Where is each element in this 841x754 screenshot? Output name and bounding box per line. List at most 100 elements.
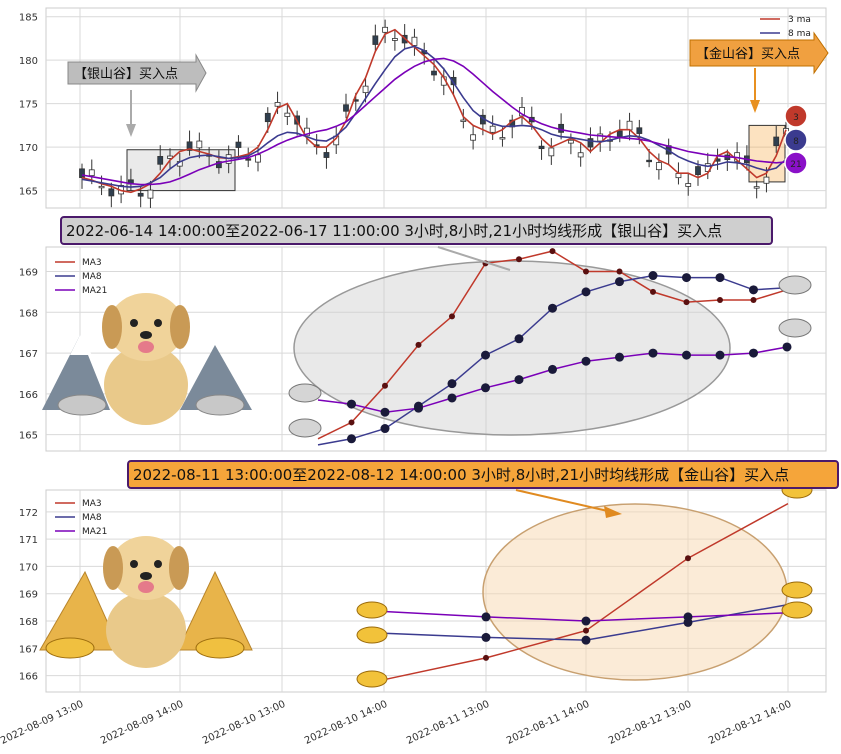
- candle-body: [147, 189, 154, 199]
- dog-body: [106, 592, 186, 668]
- gold-ingot-icon: [356, 670, 388, 688]
- top-legend-label: 8 ma: [788, 29, 811, 39]
- mountain-shape: [180, 345, 252, 410]
- mid-point-MA21: [380, 407, 390, 417]
- mid-point-MA8: [682, 273, 691, 283]
- candle-body: [695, 166, 701, 176]
- silver-ingot-icon: [778, 275, 812, 295]
- mid-point-MA21: [447, 393, 457, 403]
- bot-banner-pointer: [515, 489, 613, 513]
- ma-badge-label: 8: [793, 137, 799, 147]
- candle-body: [137, 192, 144, 197]
- candle-body: [196, 140, 203, 149]
- bot-x-tick: 2022-08-11 13:00: [405, 699, 491, 747]
- candle-body: [460, 119, 467, 122]
- candle-body: [343, 104, 349, 112]
- mid-point-MA3: [717, 297, 723, 304]
- mid-point-MA21: [782, 342, 792, 352]
- candle-body: [577, 152, 584, 158]
- mid-point-MA21: [414, 403, 423, 413]
- candle-body: [450, 76, 457, 86]
- candle-body: [558, 123, 565, 133]
- mid-point-MA3: [650, 288, 656, 295]
- candle-body: [372, 35, 379, 45]
- dog-head: [108, 293, 184, 361]
- candle-body: [685, 183, 692, 187]
- candle-body: [235, 141, 242, 148]
- mid-y-tick: 169: [19, 267, 38, 278]
- candle-body: [538, 145, 545, 150]
- candle-body: [284, 112, 291, 117]
- candle-body: [382, 26, 389, 33]
- bot-banner-box: [127, 460, 839, 489]
- silver-tag-arrow: [67, 53, 207, 93]
- dog-nose: [140, 572, 152, 580]
- bot-x-tick: 2022-08-10 13:00: [201, 699, 287, 747]
- gold-ingot-icon: [356, 601, 388, 619]
- candle-body: [636, 127, 643, 134]
- top-legend-label: 3 ma: [788, 15, 811, 25]
- candle-body: [626, 120, 633, 131]
- candle-body: [773, 136, 780, 147]
- candle-body: [646, 159, 653, 163]
- snow-cap: [70, 335, 92, 355]
- bot-point-MA3: [483, 654, 489, 661]
- dog-illustration: [42, 293, 252, 425]
- silver-highlight-ellipse: [293, 260, 731, 436]
- dog-body: [104, 345, 188, 425]
- mid-point-MA21: [548, 364, 557, 374]
- dog-ear: [169, 546, 189, 590]
- candle-body: [655, 162, 662, 171]
- dog-tongue: [138, 341, 154, 353]
- mid-point-MA8: [447, 379, 457, 389]
- dog-eye: [154, 319, 162, 327]
- gold-tag-arrow: [689, 31, 829, 75]
- candle-body: [548, 147, 555, 157]
- top-y-tick: 185: [19, 13, 38, 24]
- candle-body: [675, 173, 682, 179]
- mid-point-MA21: [715, 350, 725, 360]
- silver-valley-chart: 165 166 167 168 169 2022-06-14 14:00:00至2022-…: [19, 216, 827, 452]
- candle-body: [431, 70, 437, 76]
- top-line-8-ma: [81, 45, 787, 188]
- mid-point-MA21: [749, 348, 758, 358]
- bot-x-tick: 2022-08-11 14:00: [505, 699, 591, 747]
- bot-point-MA21: [683, 612, 693, 622]
- bot-point-MA3: [583, 627, 589, 634]
- dog-eye: [154, 560, 162, 568]
- silver-tag-text: 【银山谷】买入点: [74, 67, 178, 82]
- candle-body: [763, 176, 770, 184]
- gold-valley-chart: 166 167 168 169 170 171 172 2022-08-09 13:00 202…: [0, 460, 839, 747]
- bot-legend-label: MA8: [82, 513, 102, 523]
- gold-tag-text: 【金山谷】买入点: [696, 46, 800, 62]
- gold-ingot-icon: [356, 626, 388, 644]
- candle-body: [470, 134, 477, 141]
- candle-body: [753, 186, 760, 189]
- dog-tongue: [138, 581, 154, 593]
- candle-body: [255, 154, 261, 163]
- mid-point-MA21: [347, 399, 356, 409]
- bot-x-tick: 2022-08-12 14:00: [707, 699, 793, 747]
- candle-body: [303, 127, 310, 137]
- top-y-tick: 175: [19, 100, 38, 111]
- mid-point-MA3: [516, 256, 522, 263]
- dog-gold-illustration: [39, 536, 253, 668]
- candle-body: [245, 158, 252, 161]
- bot-y-tick: 171: [19, 535, 38, 546]
- mid-point-MA8: [380, 424, 390, 434]
- top-price-chart: 165 170 175 180 185 3 ma 8 ma 【银山谷】买入点 【金山谷】买入点 3…: [19, 7, 829, 209]
- mid-point-MA3: [449, 313, 455, 320]
- silver-ingot-icon: [288, 418, 322, 438]
- mid-point-MA21: [648, 348, 658, 358]
- silver-pointer-head: [126, 124, 136, 137]
- mid-point-MA21: [581, 356, 591, 366]
- candle-body: [362, 85, 369, 94]
- bot-x-tick: 2022-08-10 14:00: [303, 699, 389, 747]
- mid-point-MA21: [481, 383, 490, 393]
- gold-ingot-icon: [781, 581, 813, 599]
- mid-y-tick: 168: [19, 308, 38, 319]
- candle-body: [186, 141, 193, 151]
- candle-body: [157, 156, 164, 165]
- bot-point-MA8: [581, 635, 591, 645]
- mid-point-MA3: [750, 297, 757, 304]
